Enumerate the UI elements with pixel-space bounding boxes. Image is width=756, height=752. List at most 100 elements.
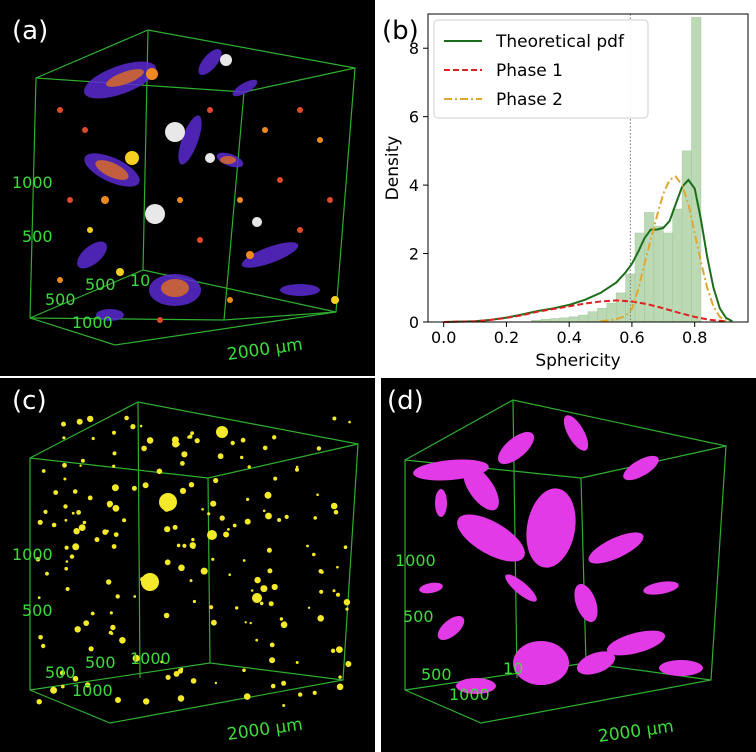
yellow-particle xyxy=(45,571,49,576)
histogram-bar xyxy=(691,17,702,323)
histogram-bar xyxy=(559,317,570,323)
yellow-particle xyxy=(273,476,278,481)
yellow-particle xyxy=(262,509,266,513)
yellow-particle xyxy=(295,465,299,469)
yellow-particle xyxy=(295,467,299,472)
x-tick-label: 0.4 xyxy=(556,328,581,347)
axis-tick-500b-d: 500 xyxy=(421,665,452,684)
yellow-particle xyxy=(38,635,43,640)
panel-label-b: (b) xyxy=(382,16,419,46)
yellow-particle xyxy=(72,489,78,494)
yellow-particle xyxy=(122,518,127,523)
yellow-particle xyxy=(190,678,197,684)
scale-label-d: 2000 µm xyxy=(597,717,675,747)
yellow-particle xyxy=(37,596,41,600)
yellow-particle xyxy=(163,612,170,619)
particles-a xyxy=(57,54,339,323)
yellow-particle xyxy=(141,445,147,452)
yellow-particle xyxy=(207,512,211,516)
panel-c-render: 1000 500 500 1000 500 1000 2000 µm xyxy=(12,401,359,745)
yellow-particle xyxy=(41,469,46,473)
yellow-particle xyxy=(133,595,137,598)
yellow-particle xyxy=(316,446,322,451)
panel-d: 1000 500 500 1000 10 2000 µm (d) xyxy=(381,378,756,752)
axis-tick-1000c-c: 1000 xyxy=(130,649,171,668)
yellow-particle xyxy=(320,570,324,574)
yellow-particle xyxy=(343,545,348,549)
legend-box xyxy=(433,19,649,119)
panel-label-a: (a) xyxy=(12,16,49,46)
yellow-particle xyxy=(43,509,48,514)
yellow-particle xyxy=(312,690,317,695)
y-tick-label: 6 xyxy=(409,108,419,127)
yellow-particle xyxy=(345,661,352,667)
axis-tick-1000-a: 1000 xyxy=(12,173,53,192)
yellow-particle xyxy=(180,667,184,671)
yellow-particle xyxy=(61,421,66,427)
fiber-hot-a xyxy=(95,69,236,297)
yellow-particle xyxy=(242,668,246,672)
yellow-particle xyxy=(330,502,338,510)
yellow-particle xyxy=(240,455,244,460)
yellow-particle xyxy=(180,461,185,466)
sphericity-chart: 0.0 0.2 0.4 0.6 0.8 0 2 4 6 8 Sphericity Density The… xyxy=(383,13,749,371)
yellow-particle xyxy=(244,518,251,525)
yellow-particle xyxy=(214,681,218,685)
yellow-particle xyxy=(62,436,66,440)
yellow-particle xyxy=(240,437,246,443)
axis-tick-500c-a: 500 xyxy=(85,275,116,294)
yellow-particle xyxy=(142,482,149,489)
yellow-particle xyxy=(94,537,100,543)
yellow-particle xyxy=(306,544,309,548)
yellow-particle xyxy=(130,424,136,430)
axis-tick-1000b-c: 1000 xyxy=(72,681,113,700)
yellow-particle xyxy=(217,453,224,460)
yellow-particle xyxy=(343,599,351,606)
yellow-particle xyxy=(79,464,82,467)
axis-tick-500c-c: 500 xyxy=(85,653,116,672)
scale-label-a: 2000 µm xyxy=(226,335,304,365)
yellow-particle xyxy=(181,451,188,458)
yellow-particle xyxy=(312,552,316,557)
series-line-phase-2 xyxy=(600,175,727,323)
panel-d-render: 1000 500 500 1000 10 2000 µm xyxy=(395,399,727,747)
yellow-particle xyxy=(87,495,93,501)
yellow-particle xyxy=(160,660,164,664)
yellow-particle xyxy=(91,436,95,441)
yellow-particle xyxy=(35,557,41,562)
yellow-particle xyxy=(90,611,95,616)
yellow-particle xyxy=(164,559,171,566)
x-tick-label: 0.0 xyxy=(431,328,456,347)
yellow-particle xyxy=(280,621,288,629)
yellow-particle xyxy=(336,565,339,569)
y-tick-label: 2 xyxy=(409,245,419,264)
yellow-particle xyxy=(139,424,143,428)
yellow-particle xyxy=(266,547,272,553)
yellow-particle xyxy=(282,704,286,707)
yellow-particle xyxy=(223,531,230,538)
yellow-particle xyxy=(336,646,343,653)
yellow-particle xyxy=(112,464,116,468)
yellow-particle xyxy=(254,576,261,584)
yellow-particle xyxy=(36,699,42,705)
yellow-particle xyxy=(209,605,214,610)
panel-c: 1000 500 500 1000 500 1000 2000 µm (c) xyxy=(0,378,375,752)
histogram-bar xyxy=(568,316,579,323)
yellow-particle xyxy=(64,545,69,550)
yellow-particle xyxy=(53,490,59,495)
yellow-particle xyxy=(265,512,272,520)
yellow-particle xyxy=(109,611,113,615)
yellow-particle xyxy=(319,589,324,594)
axis-tick-1000b-d: 1000 xyxy=(449,685,490,704)
yellow-particle xyxy=(88,646,94,652)
histogram-bar xyxy=(672,208,683,323)
panel-a-render: 1000 500 500 1000 500 10 2000 µm xyxy=(12,29,356,365)
yellow-particle xyxy=(243,693,251,700)
series-line-theoretical-pdf xyxy=(443,178,733,323)
yellow-particle xyxy=(227,528,230,531)
y-tick-label: 0 xyxy=(409,313,419,332)
yellow-particle xyxy=(177,695,185,702)
yellow-particle xyxy=(259,601,264,606)
yellow-particle xyxy=(332,589,336,593)
yellow-particle xyxy=(316,493,319,496)
